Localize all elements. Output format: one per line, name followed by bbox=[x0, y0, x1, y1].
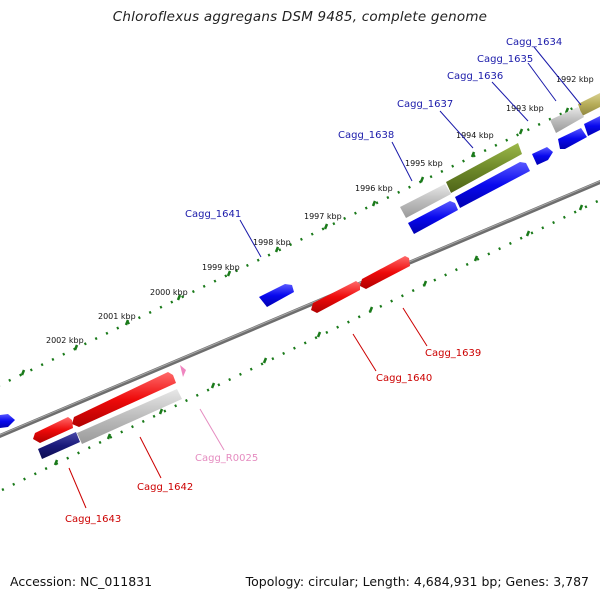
kbp-labels: 1992 kbp 1993 kbp 1994 kbp 1995 kbp 1996… bbox=[46, 75, 594, 345]
gene-label-cagg-1635: Cagg_1635 bbox=[477, 54, 533, 65]
gene-arrow-cagg-r0025 bbox=[180, 365, 186, 377]
kbp-label: 1992 kbp bbox=[556, 75, 594, 84]
gene-arrow-cagg-1634 bbox=[584, 116, 600, 136]
label-leader-lines bbox=[68, 46, 582, 509]
lower-scale-ruler bbox=[1, 198, 600, 492]
gene-arrow-cagg-1639 bbox=[360, 256, 410, 289]
kbp-label: 1999 kbp bbox=[202, 263, 240, 272]
gene-feature-cagg-1637-gray bbox=[400, 184, 451, 218]
kbp-label: 1996 kbp bbox=[355, 184, 393, 193]
forward-strand-genes bbox=[0, 93, 600, 459]
kbp-label: 1994 kbp bbox=[456, 131, 494, 140]
gene-arrow-cagg-1636 bbox=[532, 147, 553, 165]
kbp-label: 1995 kbp bbox=[405, 159, 443, 168]
gene-arrow-cagg-1635 bbox=[558, 128, 587, 149]
gene-arrow-cagg-1640 bbox=[311, 281, 360, 313]
kbp-label: 1993 kbp bbox=[506, 104, 544, 113]
gene-label-cagg-1634: Cagg_1634 bbox=[506, 37, 562, 48]
gene-label-cagg-1636: Cagg_1636 bbox=[447, 71, 503, 82]
gene-label-cagg-1637: Cagg_1637 bbox=[397, 99, 453, 110]
gene-feature-navy bbox=[38, 432, 80, 459]
kbp-label: 2001 kbp bbox=[98, 312, 136, 321]
map-title: Chloroflexus aggregans DSM 9485, complet… bbox=[112, 9, 488, 25]
gene-label-cagg-1638: Cagg_1638 bbox=[338, 130, 394, 141]
gene-feature-gray-long bbox=[77, 389, 182, 444]
gene-feature-olive-partial bbox=[578, 93, 600, 116]
kbp-label: 1997 kbp bbox=[304, 212, 342, 221]
gene-arrow-cagg-1638b bbox=[408, 201, 458, 234]
kbp-label: 1998 kbp bbox=[253, 238, 291, 247]
gene-label-cagg-1642: Cagg_1642 bbox=[137, 482, 193, 493]
kbp-label: 2000 kbp bbox=[150, 288, 188, 297]
gene-arrow-cagg-1643 bbox=[33, 417, 73, 443]
gene-labels: Cagg_1634 Cagg_1635 Cagg_1636 Cagg_1637 … bbox=[65, 37, 562, 525]
gene-label-cagg-1639: Cagg_1639 bbox=[425, 348, 481, 359]
gene-feature-cagg-1637-olive bbox=[446, 143, 522, 193]
gene-label-cagg-1641: Cagg_1641 bbox=[185, 209, 241, 220]
gene-label-cagg-1640: Cagg_1640 bbox=[376, 373, 432, 384]
gene-label-cagg-1643: Cagg_1643 bbox=[65, 514, 121, 525]
gene-arrow-left-partial bbox=[0, 414, 15, 428]
genome-backbone-highlight bbox=[0, 180, 600, 436]
gene-arrow-cagg-1641 bbox=[259, 284, 294, 307]
accession-text: Accession: NC_011831 bbox=[10, 574, 153, 589]
gene-arrow-cagg-1638 bbox=[455, 162, 530, 208]
kbp-label: 2002 kbp bbox=[46, 336, 84, 345]
genome-summary-text: Topology: circular; Length: 4,684,931 bp… bbox=[245, 574, 589, 589]
gene-arrow-cagg-1642 bbox=[72, 372, 176, 427]
lower-major-ticks bbox=[53, 204, 584, 466]
upper-scale-ruler bbox=[0, 94, 599, 387]
gene-label-cagg-r0025: Cagg_R0025 bbox=[195, 453, 258, 464]
upper-major-ticks bbox=[20, 107, 570, 376]
gene-feature-gray bbox=[550, 107, 584, 133]
genome-backbone bbox=[0, 179, 600, 439]
